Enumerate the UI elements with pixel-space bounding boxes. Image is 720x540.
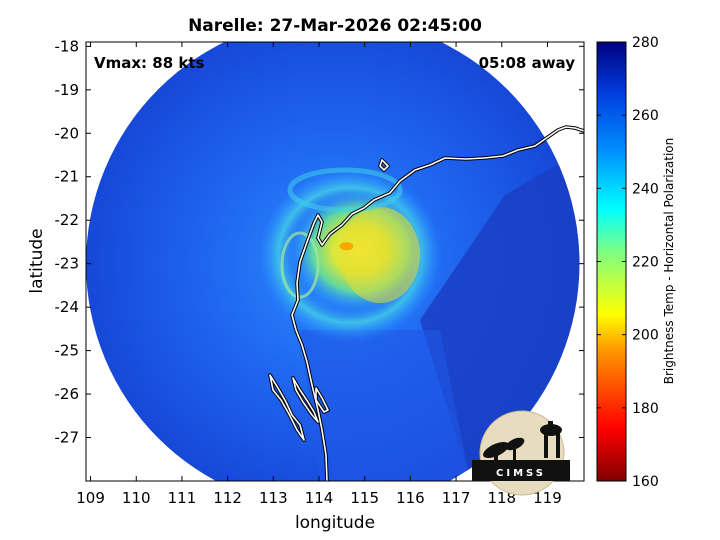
x-tick-label: 119	[533, 489, 562, 507]
x-tick-label: 116	[396, 489, 425, 507]
coastline	[269, 126, 584, 481]
x-tick-label: 117	[442, 489, 471, 507]
x-tick-label: 110	[122, 489, 151, 507]
y-tick-label: -26	[55, 385, 80, 403]
y-tick-label: -25	[55, 342, 80, 360]
southern-band	[300, 330, 470, 481]
band-north	[287, 167, 403, 213]
y-tick-label: -24	[55, 298, 80, 316]
colorbar-tick-label: 220	[632, 255, 659, 271]
colorbar-tick-label: 180	[632, 401, 659, 417]
colorbar-label: Brightness Temp - Horizontal Polarizatio…	[662, 138, 676, 385]
x-tick-label: 112	[213, 489, 242, 507]
x-tick-label: 114	[305, 489, 334, 507]
x-tick-label: 111	[168, 489, 197, 507]
cimss-logo: CIMSS	[472, 410, 570, 496]
colorbar-tick-label: 200	[632, 328, 659, 344]
y-tick-label: -18	[55, 37, 80, 55]
swath-features	[255, 140, 580, 481]
inner-band-west	[280, 231, 320, 299]
x-axis: 109 110 111 112 113 114 115 116 117 118 119	[76, 42, 562, 507]
time-offset-annotation: 05:08 away	[479, 54, 576, 72]
x-tick-label: 113	[259, 489, 288, 507]
y-tick-label: -23	[55, 255, 80, 273]
colorbar-ticks: 160 180 200 220 240 260 280	[597, 35, 659, 490]
y-tick-label: -27	[55, 429, 80, 447]
x-tick-label: 109	[76, 489, 105, 507]
y-axis: -18 -19 -20 -21 -22 -23 -24 -25 -26 -27	[55, 37, 584, 447]
colorbar	[596, 41, 627, 482]
x-axis-label: longitude	[295, 513, 375, 533]
colorbar-tick-label: 160	[632, 474, 659, 490]
colorbar-tick-label: 240	[632, 181, 659, 197]
cimss-logo-text: CIMSS	[496, 468, 546, 479]
y-tick-label: -22	[55, 211, 80, 229]
storm-center-mark	[339, 242, 354, 251]
axes-frame	[85, 41, 585, 482]
x-tick-label: 115	[350, 489, 379, 507]
colorbar-tick-label: 280	[632, 35, 659, 51]
convective-core	[340, 207, 420, 303]
heatmap-layer	[86, 42, 584, 481]
y-tick-label: -21	[55, 168, 80, 186]
y-tick-label: -20	[55, 124, 80, 142]
x-tick-label: 118	[487, 489, 516, 507]
y-tick-label: -19	[55, 81, 80, 99]
chart-title: Narelle: 27-Mar-2026 02:45:00	[188, 16, 482, 36]
vmax-annotation: Vmax: 88 kts	[94, 54, 204, 72]
y-axis-label: latitude	[27, 228, 47, 293]
colorbar-tick-label: 260	[632, 108, 659, 124]
